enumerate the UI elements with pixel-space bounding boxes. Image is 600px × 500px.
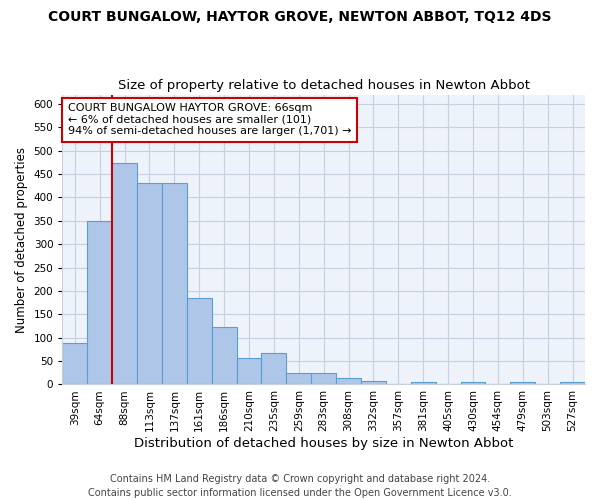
Text: COURT BUNGALOW HAYTOR GROVE: 66sqm
← 6% of detached houses are smaller (101)
94%: COURT BUNGALOW HAYTOR GROVE: 66sqm ← 6% … — [68, 104, 351, 136]
Text: Contains HM Land Registry data © Crown copyright and database right 2024.
Contai: Contains HM Land Registry data © Crown c… — [88, 474, 512, 498]
Bar — [461, 382, 485, 384]
Bar — [361, 380, 386, 384]
Title: Size of property relative to detached houses in Newton Abbot: Size of property relative to detached ho… — [118, 79, 530, 92]
X-axis label: Distribution of detached houses by size in Newton Abbot: Distribution of detached houses by size … — [134, 437, 514, 450]
Bar — [262, 352, 286, 384]
Bar — [212, 327, 236, 384]
Bar — [236, 358, 262, 384]
Bar — [336, 378, 361, 384]
Bar — [560, 382, 585, 384]
Bar — [112, 164, 137, 384]
Bar — [511, 382, 535, 384]
Bar — [62, 344, 87, 384]
Bar — [286, 373, 311, 384]
Bar — [162, 184, 187, 384]
Bar — [137, 184, 162, 384]
Bar — [87, 221, 112, 384]
Bar — [311, 373, 336, 384]
Text: COURT BUNGALOW, HAYTOR GROVE, NEWTON ABBOT, TQ12 4DS: COURT BUNGALOW, HAYTOR GROVE, NEWTON ABB… — [48, 10, 552, 24]
Bar — [187, 298, 212, 384]
Y-axis label: Number of detached properties: Number of detached properties — [15, 146, 28, 332]
Bar — [411, 382, 436, 384]
